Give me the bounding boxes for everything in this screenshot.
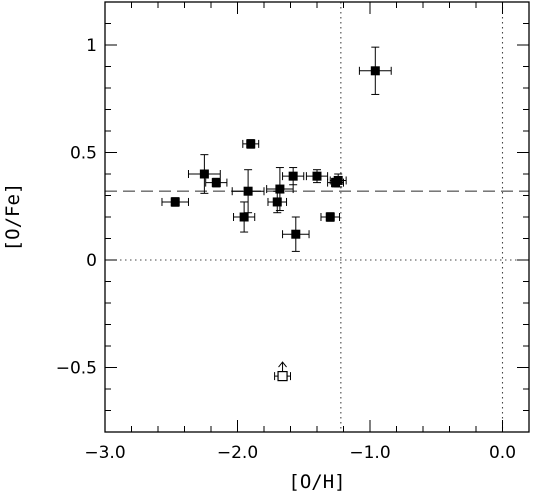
y-tick-label: 0.5 [70, 144, 97, 164]
data-point [320, 212, 341, 222]
data-point [327, 177, 344, 188]
point-marker [239, 212, 249, 222]
data-point [231, 169, 265, 214]
point-marker [275, 184, 285, 194]
data-point [305, 169, 329, 184]
x-tick-label: 0.0 [489, 443, 516, 463]
x-axis-label: [O/H] [288, 471, 345, 493]
tick-labels: −3.0 −2.0 −1.0 0.0 −0.5 0 0.5 1 [56, 36, 516, 463]
data-point [267, 190, 288, 214]
open-square-marker [277, 371, 288, 382]
point-marker [312, 171, 322, 181]
y-tick-label: 0 [86, 251, 97, 271]
x-tick-label: −3.0 [84, 443, 125, 463]
point-marker [272, 197, 282, 207]
x-tick-label: −1.0 [349, 443, 390, 463]
y-tick-label: −0.5 [56, 359, 97, 379]
data-point [187, 154, 221, 194]
point-marker [170, 197, 180, 207]
point-marker [325, 212, 335, 222]
axis-ticks [104, 1, 530, 433]
reference-lines [105, 2, 529, 432]
point-marker [288, 171, 298, 181]
lower-limit-point [274, 361, 291, 382]
data-point [282, 167, 305, 186]
data-point [358, 46, 392, 95]
plot-frame [104, 1, 530, 433]
point-marker [291, 229, 301, 239]
data-point [282, 216, 310, 252]
point-marker [246, 139, 256, 149]
point-marker [211, 178, 221, 188]
point-marker [243, 186, 253, 196]
y-axis-label: [O/Fe] [2, 183, 24, 252]
x-tick-label: −2.0 [217, 443, 258, 463]
data-point [233, 201, 256, 233]
point-marker [199, 169, 209, 179]
point-marker [331, 178, 341, 188]
data-point [161, 197, 189, 207]
arrow-head [278, 361, 287, 368]
y-tick-label: 1 [86, 36, 97, 56]
data-points [161, 46, 392, 382]
data-point [205, 177, 228, 188]
point-marker [370, 66, 380, 76]
data-point [242, 139, 260, 149]
